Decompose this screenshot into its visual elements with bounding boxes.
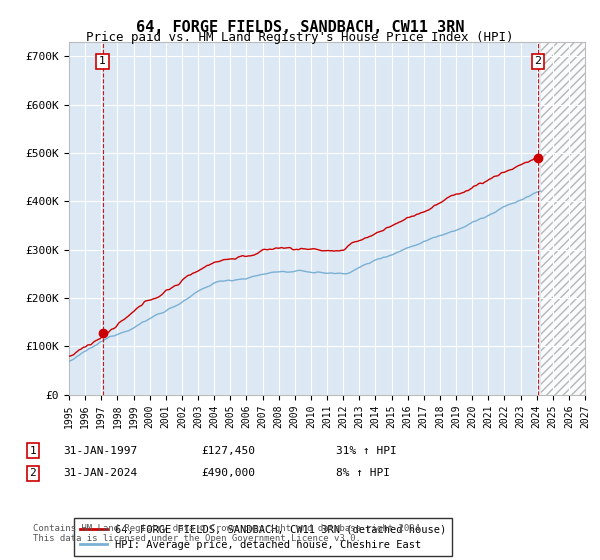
Text: 1: 1 [99,57,106,67]
Text: £127,450: £127,450 [201,446,255,456]
Text: Price paid vs. HM Land Registry's House Price Index (HPI): Price paid vs. HM Land Registry's House … [86,31,514,44]
Text: 2: 2 [29,468,37,478]
Text: 64, FORGE FIELDS, SANDBACH, CW11 3RN: 64, FORGE FIELDS, SANDBACH, CW11 3RN [136,20,464,35]
Text: 31% ↑ HPI: 31% ↑ HPI [336,446,397,456]
Text: 2: 2 [535,57,541,67]
Text: 31-JAN-2024: 31-JAN-2024 [63,468,137,478]
Text: 1: 1 [29,446,37,456]
Text: Contains HM Land Registry data © Crown copyright and database right 2024.
This d: Contains HM Land Registry data © Crown c… [33,524,425,543]
Text: 31-JAN-1997: 31-JAN-1997 [63,446,137,456]
Text: £490,000: £490,000 [201,468,255,478]
Text: 8% ↑ HPI: 8% ↑ HPI [336,468,390,478]
Legend: 64, FORGE FIELDS, SANDBACH, CW11 3RN (detached house), HPI: Average price, detac: 64, FORGE FIELDS, SANDBACH, CW11 3RN (de… [74,518,452,556]
Bar [541,42,600,395]
